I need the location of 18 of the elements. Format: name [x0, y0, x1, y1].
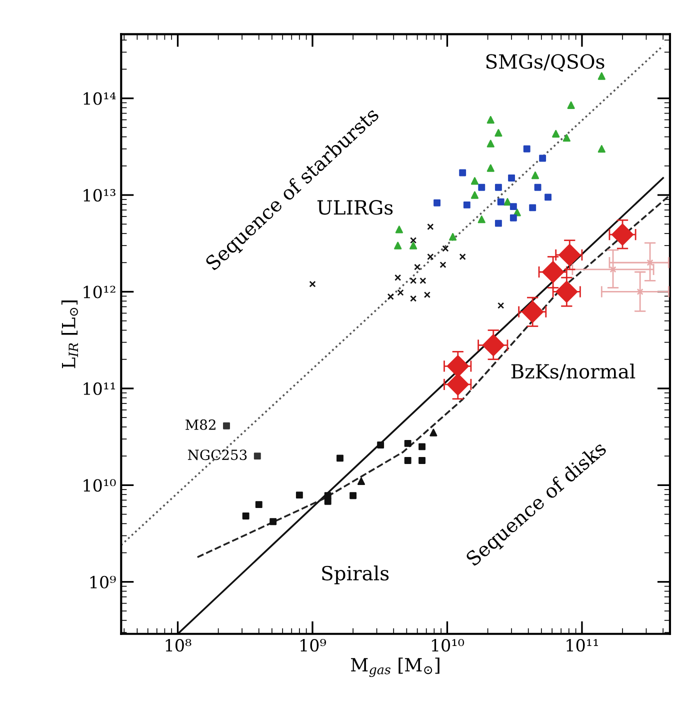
annotation: BzKs/normal: [511, 364, 636, 380]
y-tick-label: 10⁹: [90, 576, 116, 588]
y-tick-label: 10¹²: [84, 286, 116, 298]
y-tick-label: 10¹³: [84, 188, 116, 202]
annotation: Spirals: [322, 565, 389, 584]
x-tick-label: 10¹¹: [566, 639, 598, 652]
y-tick-label: 10¹⁰: [84, 479, 116, 492]
x-tick-label: 10⁹: [300, 639, 326, 652]
x-tick-label: 10⁸: [166, 639, 192, 652]
annotation: ULIRGs: [317, 200, 393, 215]
y-tick-label: 10¹⁴: [84, 92, 116, 105]
annotation: NGC253: [188, 450, 247, 460]
x-tick-label: 10¹⁰: [432, 639, 464, 652]
y-tick-label: 10¹¹: [84, 382, 115, 396]
annotation: SMGs/QSOs: [486, 54, 604, 72]
x-axis-title: M$_{gas}$ [M$_{⊙}$]: [351, 658, 440, 677]
annotation: M82: [186, 419, 216, 430]
y-axis-title: L$_{IR}$ [L$_{⊙}$]: [61, 300, 78, 368]
